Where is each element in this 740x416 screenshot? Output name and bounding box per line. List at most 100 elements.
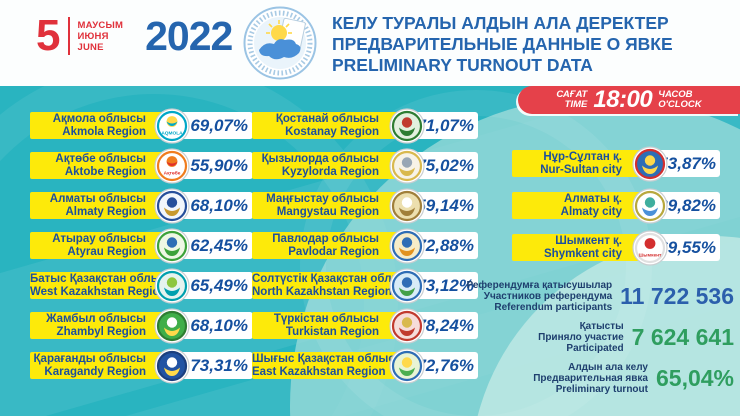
region-name-kk: Нұр-Сұлтан қ. xyxy=(543,151,622,163)
almaty-city-emblem-icon xyxy=(632,187,668,224)
region-row: Түркістан облысы Turkistan Region 78,24% xyxy=(252,307,478,344)
west-kazakhstan-region-emblem-icon xyxy=(154,267,190,304)
time-label-right: ЧАСОВ O'CLOCK xyxy=(658,88,702,110)
region-name-kk: Павлодар облысы xyxy=(272,233,379,245)
region-name-en: Turkistan Region xyxy=(285,325,379,338)
region-name-en: Akmola Region xyxy=(62,125,146,138)
region-label-bar: Солтүстік Қазақстан облысы North Kazakhst… xyxy=(252,272,418,299)
turkistan-region-emblem-icon xyxy=(389,307,425,344)
stat-label-kk: Референдумға қатысушылар xyxy=(466,280,613,291)
region-name-en: West Kazakhstan Region xyxy=(30,285,167,298)
region-row: Қарағанды облысы Karagandy Region 73,31% xyxy=(30,347,253,384)
region-name-kk: Ақмола облысы xyxy=(52,113,146,125)
stat-label-en: Referendum participants xyxy=(494,302,613,313)
stat-label-ru: Приняло участие xyxy=(538,332,624,343)
stat-label-ru: Участников референдума xyxy=(483,291,613,302)
region-name-en: Kostanay Region xyxy=(285,125,379,138)
region-row: Атырау облысы Atyrau Region 62,45% xyxy=(30,227,253,264)
title-line-ru: ПРЕДВАРИТЕЛЬНЫЕ ДАННЫЕ О ЯВКЕ xyxy=(332,34,673,54)
kyzylorda-region-emblem-icon xyxy=(389,147,425,184)
region-label-bar: Павлодар облысы Pavlodar Region xyxy=(252,232,407,259)
stat-value: 11 722 536 xyxy=(620,283,734,309)
region-label-bar: Нұр-Сұлтан қ. Nur-Sultan city xyxy=(512,150,650,177)
region-name-en: Mangystau Region xyxy=(276,205,379,218)
nur-sultan-city-emblem-icon xyxy=(632,145,668,182)
header: 5 МАУСЫМ ИЮНЯ JUNE 2022 КЕЛУ ТУРАЛЫ АЛДЫ… xyxy=(0,0,740,86)
region-name-en: East Kazakhstan Region xyxy=(252,365,386,378)
time-banner: САҒАТ TIME 18:00 ЧАСОВ O'CLOCK xyxy=(518,86,740,114)
region-row: Батыс Қазақстан облысы West Kazakhstan Re… xyxy=(30,267,253,304)
stat-label-kk: Алдын ала келу xyxy=(568,362,648,373)
stat-label-kk: Қатысты xyxy=(579,321,624,332)
region-name-en: North Kazakhstan Region xyxy=(252,285,392,298)
totals-panel: Референдумға қатысушылар Участников рефер… xyxy=(466,280,734,403)
election-commission-seal-icon xyxy=(243,6,317,80)
akmola-region-emblem-icon: AQMOLA xyxy=(154,107,190,144)
region-label-bar: Алматы облысы Almaty Region xyxy=(30,192,172,219)
time-label-left: САҒАТ TIME xyxy=(556,88,588,110)
region-label-bar: Ақмола облысы Akmola Region xyxy=(30,112,172,139)
region-name-kk: Түркістан облысы xyxy=(273,313,379,325)
date-block: 5 МАУСЫМ ИЮНЯ JUNE 2022 xyxy=(36,11,233,60)
region-name-kk: Шымкент қ. xyxy=(555,235,622,247)
region-label-bar: Қостанай облысы Kostanay Region xyxy=(252,112,407,139)
shymkent-city-emblem-icon: Шымкент xyxy=(632,229,668,266)
date-month-en: JUNE xyxy=(77,41,104,53)
region-name-en: Kyzylorda Region xyxy=(281,165,379,178)
date-divider xyxy=(68,17,71,55)
region-name-kk: Ақтөбе облысы xyxy=(55,153,146,165)
stat-block: Алдын ала келу Предварительная явка Prelim… xyxy=(478,362,734,395)
title-line-en: PRELIMINARY TURNOUT DATA xyxy=(332,55,593,75)
region-label-bar: Атырау облысы Atyrau Region xyxy=(30,232,172,259)
region-row: Алматы облысы Almaty Region 68,10% xyxy=(30,187,253,224)
date-day: 5 xyxy=(36,11,61,60)
date-month-kk: МАУСЫМ xyxy=(77,19,124,31)
almaty-region-emblem-icon xyxy=(154,187,190,224)
region-name-kk: Қызылорда облысы xyxy=(261,153,379,165)
city-row: Алматы қ. Almaty city 29,82% xyxy=(512,187,720,224)
region-label-bar: Қызылорда облысы Kyzylorda Region xyxy=(252,152,407,179)
time-value: 18:00 xyxy=(593,86,653,113)
mangystau-region-emblem-icon xyxy=(389,187,425,224)
north-kazakhstan-region-emblem-icon xyxy=(389,267,425,304)
region-label-bar: Батыс Қазақстан облысы West Kazakhstan Re… xyxy=(30,272,177,299)
date-year: 2022 xyxy=(145,13,233,59)
region-name-en: Aktobe Region xyxy=(64,165,146,178)
region-label-bar: Қарағанды облысы Karagandy Region xyxy=(30,352,172,379)
svg-text:AQMOLA: AQMOLA xyxy=(161,130,183,136)
region-name-kk: Атырау облысы xyxy=(52,233,146,245)
region-name-en: Almaty Region xyxy=(65,205,146,218)
zhambyl-region-emblem-icon xyxy=(154,307,190,344)
date-months: МАУСЫМ ИЮНЯ JUNE xyxy=(77,20,123,53)
region-name-kk: Алматы қ. xyxy=(564,193,622,205)
stat-value: 65,04% xyxy=(655,365,734,391)
stat-labels: Қатысты Приняло участие Participated xyxy=(538,321,624,354)
region-name-kk: Қостанай облысы xyxy=(275,113,379,125)
region-row: Қостанай облысы Kostanay Region 71,07% xyxy=(252,107,478,144)
region-row: Ақмола облысы Akmola Region 69,07% AQMOLA xyxy=(30,107,253,144)
karagandy-region-emblem-icon xyxy=(154,347,190,384)
page-title: КЕЛУ ТУРАЛЫ АЛДЫН АЛА ДЕРЕКТЕР ПРЕДВАРИТ… xyxy=(332,13,732,76)
region-label-bar: Маңғыстау облысы Mangystau Region xyxy=(252,192,407,219)
region-label-bar: Ақтөбе облысы Aktobe Region xyxy=(30,152,172,179)
region-name-kk: Алматы облысы xyxy=(49,193,146,205)
region-name-en: Karagandy Region xyxy=(44,365,146,378)
stat-label-en: Preliminary turnout xyxy=(555,384,648,395)
title-line-kk: КЕЛУ ТУРАЛЫ АЛДЫН АЛА ДЕРЕКТЕР xyxy=(332,13,669,33)
region-row: Павлодар облысы Pavlodar Region 72,88% xyxy=(252,227,478,264)
stat-label-ru: Предварительная явка xyxy=(533,373,648,384)
region-row: Солтүстік Қазақстан облысы North Kazakhst… xyxy=(252,267,478,304)
stat-label-en: Participated xyxy=(566,343,624,354)
region-name-en: Zhambyl Region xyxy=(56,325,146,338)
region-name-kk: Жамбыл облысы xyxy=(46,313,146,325)
region-name-kk: Солтүстік Қазақстан облысы xyxy=(252,273,418,285)
city-row: Нұр-Сұлтан қ. Nur-Sultan city 53,87% xyxy=(512,145,720,182)
date-month-ru: ИЮНЯ xyxy=(77,30,109,42)
region-label-bar: Жамбыл облысы Zhambyl Region xyxy=(30,312,172,339)
region-row: Ақтөбе облысы Aktobe Region 55,90% Ақтөбе xyxy=(30,147,253,184)
region-label-bar: Шығыс Қазақстан облысы East Kazakhstan Re… xyxy=(252,352,407,379)
region-name-kk: Маңғыстау облысы xyxy=(266,193,379,205)
region-name-en: Shymkent city xyxy=(544,247,622,260)
stat-block: Референдумға қатысушылар Участников рефер… xyxy=(466,280,734,313)
